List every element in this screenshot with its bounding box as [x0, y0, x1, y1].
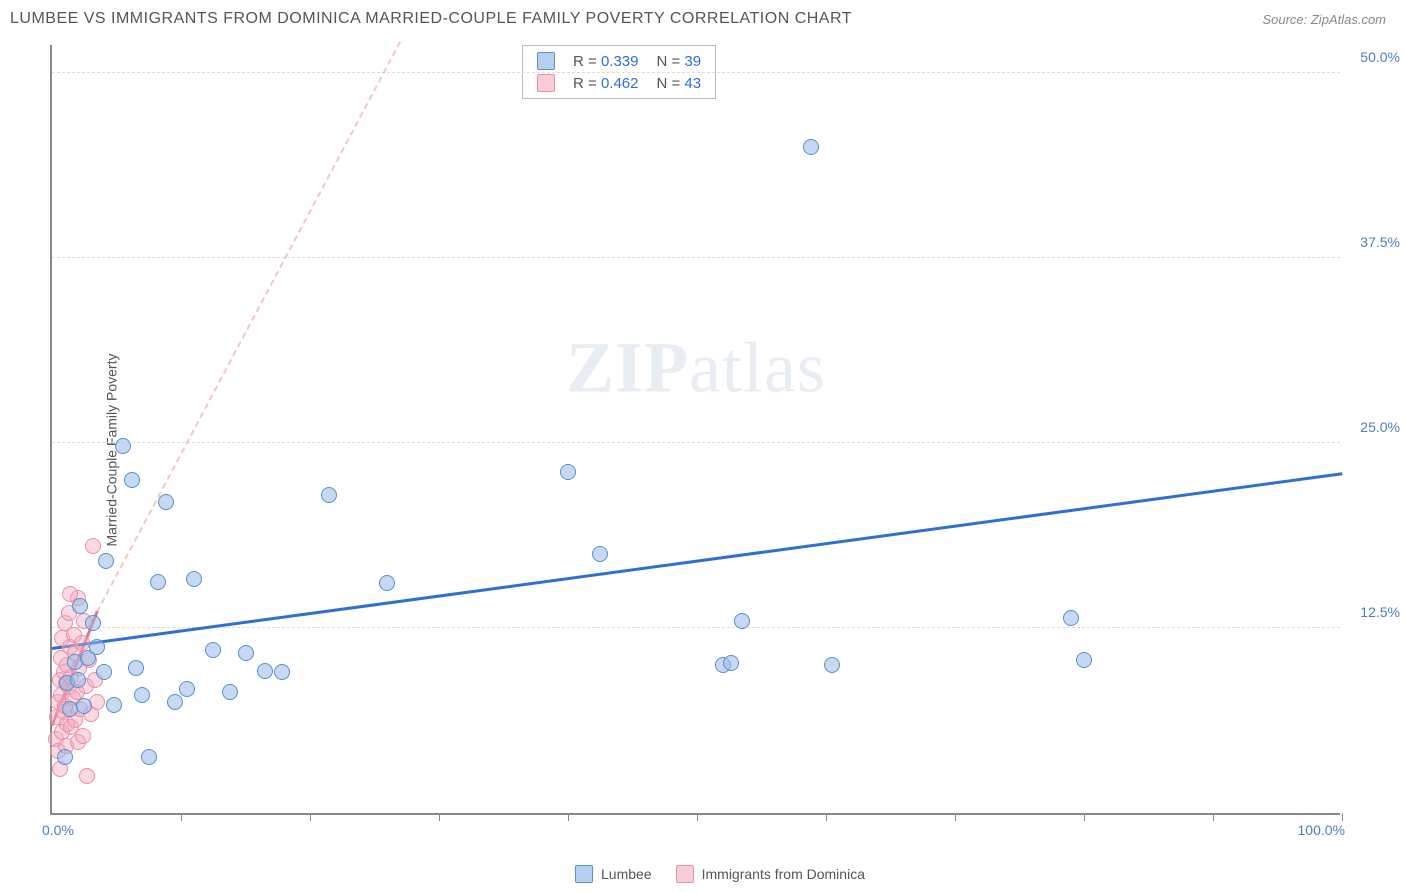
x-axis-tick [697, 813, 698, 821]
x-axis-tick [826, 813, 827, 821]
scatter-point [179, 681, 195, 697]
scatter-point [85, 615, 101, 631]
x-axis-tick [310, 813, 311, 821]
scatter-point [75, 728, 91, 744]
gridline-h [52, 72, 1340, 73]
legend-bottom: Lumbee Immigrants from Dominica [575, 865, 865, 883]
scatter-point [76, 698, 92, 714]
scatter-point [1076, 652, 1092, 668]
scatter-point [1063, 610, 1079, 626]
scatter-point [106, 697, 122, 713]
x-axis-max-label: 100.0% [1298, 822, 1345, 838]
swatch-blue-icon [575, 865, 593, 883]
swatch-pink-icon [537, 74, 555, 92]
trend-line [52, 472, 1342, 650]
legend-item-lumbee: Lumbee [575, 865, 652, 883]
scatter-point [134, 687, 150, 703]
watermark: ZIPatlas [566, 326, 826, 409]
x-axis-tick [1213, 813, 1214, 821]
source-label: Source: ZipAtlas.com [1262, 12, 1386, 27]
legend-item-dominica: Immigrants from Dominica [676, 865, 865, 883]
scatter-point [257, 663, 273, 679]
gridline-h [52, 257, 1340, 258]
y-axis-tick-label: 12.5% [1360, 604, 1400, 620]
scatter-point [98, 553, 114, 569]
x-axis-tick [955, 813, 956, 821]
x-axis-min-label: 0.0% [42, 822, 74, 838]
swatch-pink-icon [676, 865, 694, 883]
gridline-h [52, 627, 1340, 628]
scatter-point [72, 598, 88, 614]
scatter-point [74, 635, 90, 651]
scatter-point [205, 642, 221, 658]
scatter-point [150, 574, 166, 590]
x-axis-tick [439, 813, 440, 821]
scatter-point [592, 546, 608, 562]
scatter-point [128, 660, 144, 676]
x-axis-tick [1084, 813, 1085, 821]
chart-container: Married-Couple Family Poverty ZIPatlas R… [50, 45, 1390, 855]
scatter-point [124, 472, 140, 488]
x-axis-tick [568, 813, 569, 821]
scatter-point [57, 749, 73, 765]
scatter-point [274, 664, 290, 680]
chart-header: LUMBEE VS IMMIGRANTS FROM DOMINICA MARRI… [0, 0, 1406, 34]
scatter-point [238, 645, 254, 661]
scatter-point [379, 575, 395, 591]
scatter-point [79, 768, 95, 784]
scatter-point [141, 749, 157, 765]
scatter-point [824, 657, 840, 673]
stats-row-dominica: R = 0.462 N = 43 [537, 72, 701, 94]
plot-area: ZIPatlas R = 0.339 N = 39 R = 0.462 N = … [50, 45, 1340, 815]
gridline-h [52, 442, 1340, 443]
scatter-point [734, 613, 750, 629]
y-axis-tick-label: 37.5% [1360, 234, 1400, 250]
scatter-point [89, 639, 105, 655]
scatter-point [723, 655, 739, 671]
x-axis-tick [1342, 813, 1343, 821]
x-axis-tick [181, 813, 182, 821]
swatch-blue-icon [537, 52, 555, 70]
y-axis-tick-label: 25.0% [1360, 419, 1400, 435]
scatter-point [222, 684, 238, 700]
trend-line [96, 42, 401, 613]
y-axis-tick-label: 50.0% [1360, 49, 1400, 65]
scatter-point [803, 139, 819, 155]
scatter-point [70, 672, 86, 688]
scatter-point [158, 494, 174, 510]
scatter-point [96, 664, 112, 680]
scatter-point [115, 438, 131, 454]
stats-row-lumbee: R = 0.339 N = 39 [537, 50, 701, 72]
scatter-point [186, 571, 202, 587]
scatter-point [85, 538, 101, 554]
scatter-point [321, 487, 337, 503]
scatter-point [560, 464, 576, 480]
scatter-point [167, 694, 183, 710]
chart-title: LUMBEE VS IMMIGRANTS FROM DOMINICA MARRI… [10, 10, 852, 28]
